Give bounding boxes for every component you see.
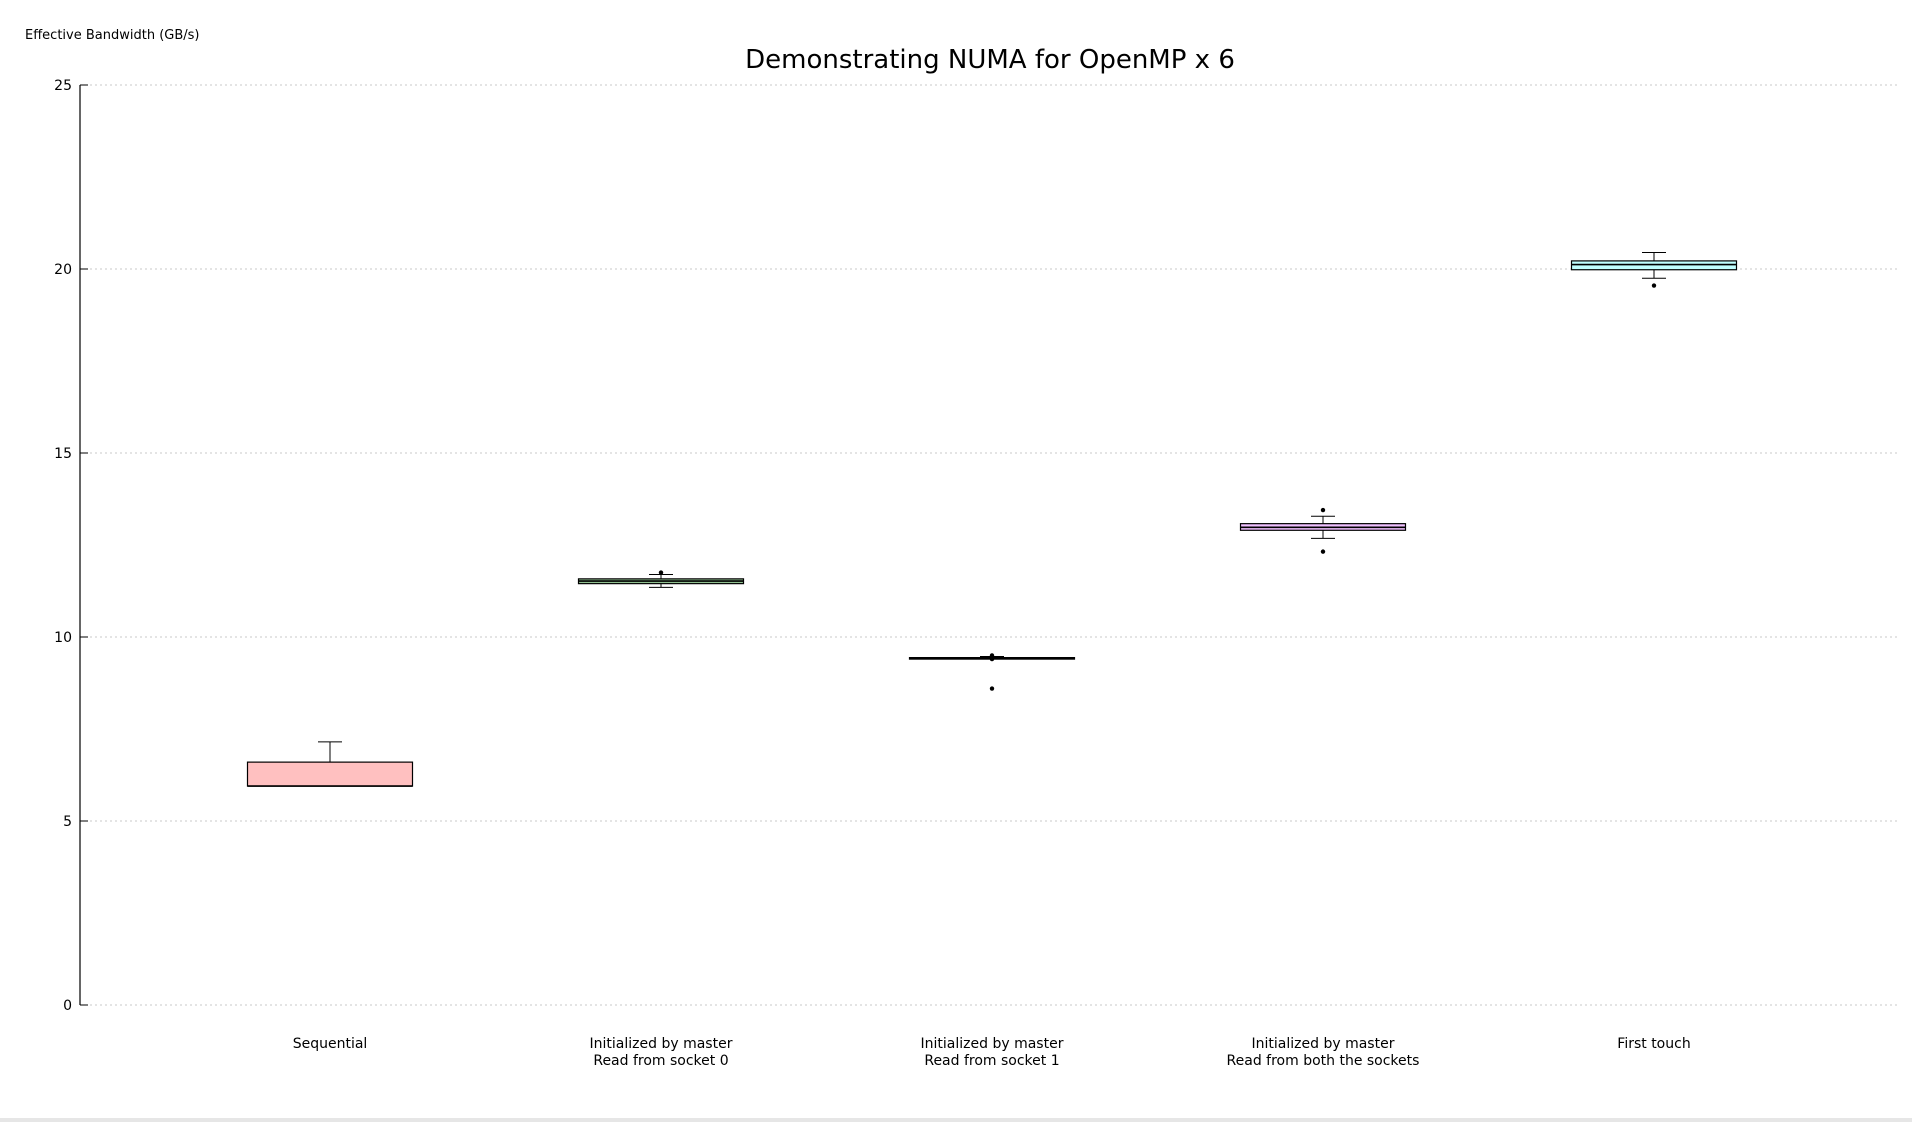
box-group bbox=[1239, 507, 1407, 554]
y-axis-label: Effective Bandwidth (GB/s) bbox=[25, 28, 199, 43]
bottom-strip bbox=[0, 1118, 1912, 1122]
x-tick-label: Sequential bbox=[293, 1036, 368, 1052]
box-group bbox=[1570, 251, 1738, 288]
outlier-point bbox=[989, 686, 995, 691]
axes: 0 5 10 15 20 25 bbox=[54, 78, 88, 1014]
y-tick-label: 5 bbox=[63, 814, 72, 830]
outlier-point bbox=[1651, 283, 1657, 288]
outlier-point bbox=[658, 570, 664, 575]
y-tick-label: 15 bbox=[54, 446, 72, 462]
outlier-point bbox=[989, 656, 995, 662]
y-tick-label: 0 bbox=[63, 998, 72, 1014]
grid-lines bbox=[80, 84, 1900, 1006]
box-group bbox=[577, 570, 745, 588]
x-tick-labels: Sequential Initialized by master Read from… bbox=[293, 1036, 1691, 1069]
chart-title: Demonstrating NUMA for OpenMP x 6 bbox=[745, 45, 1235, 75]
outlier-point bbox=[1320, 507, 1326, 513]
x-tick-label: First touch bbox=[1617, 1036, 1690, 1052]
y-tick-label: 10 bbox=[54, 630, 72, 646]
y-tick-label: 25 bbox=[54, 78, 72, 94]
box-group bbox=[246, 741, 414, 787]
y-tick-label: 20 bbox=[54, 262, 72, 278]
x-tick-label: Initialized by master Read from socket 1 bbox=[921, 1036, 1064, 1069]
x-tick-label: Initialized by master Read from socket 0 bbox=[590, 1036, 733, 1069]
outlier-point bbox=[1320, 549, 1326, 554]
box-iqr bbox=[246, 761, 414, 787]
outlier-point bbox=[989, 653, 995, 658]
boxes bbox=[246, 251, 1738, 787]
x-tick-label: Initialized by master Read from both the … bbox=[1227, 1036, 1420, 1069]
box-group bbox=[908, 653, 1076, 691]
